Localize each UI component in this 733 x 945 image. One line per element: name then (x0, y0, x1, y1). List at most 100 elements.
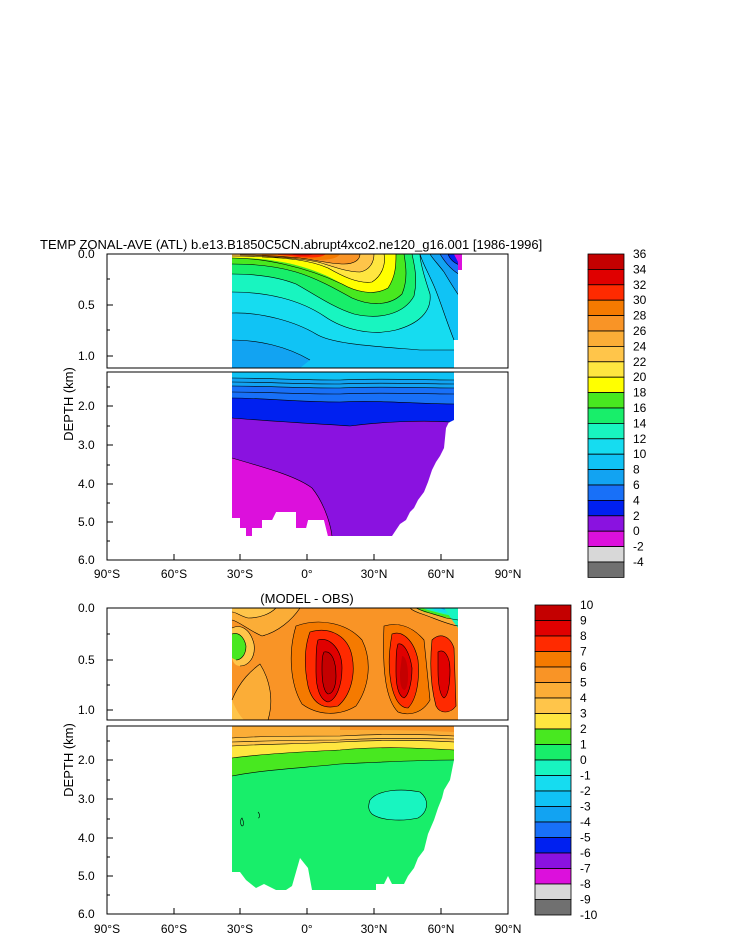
colorbar-swatch (534, 697, 572, 714)
tick-label: 60°S (161, 922, 187, 936)
colorbar-swatch (587, 268, 625, 286)
chart2-lower-field (231, 726, 455, 890)
colorbar-swatch (587, 407, 625, 424)
tick-label: 6.0 (78, 907, 95, 921)
colorbar-swatch (587, 299, 625, 317)
colorbar-swatch (587, 422, 625, 440)
colorbar-label: 6 (580, 660, 587, 674)
chart1-x-ticks (106, 554, 509, 560)
colorbar-swatch (534, 682, 572, 699)
tick-label: 60°N (428, 922, 455, 936)
colorbar-label: 5 (580, 676, 587, 690)
tick-label: 60°N (428, 567, 455, 581)
colorbar-label: 28 (633, 309, 647, 323)
colorbar-swatch (587, 345, 625, 363)
tick-label: 0.0 (78, 247, 95, 261)
colorbar-label: 12 (633, 432, 647, 446)
tick-label: 90°S (94, 922, 120, 936)
colorbar-swatch (587, 484, 625, 501)
colorbar-label: 8 (633, 463, 640, 477)
colorbar-swatch (534, 604, 572, 621)
colorbar-swatch (587, 330, 625, 347)
colorbar-label: -6 (580, 846, 591, 860)
colorbar-label: -8 (580, 877, 591, 891)
colorbar-swatch (534, 837, 572, 854)
colorbar-label: -7 (580, 862, 591, 876)
colorbar-swatch (534, 744, 572, 761)
colorbar-label: -4 (580, 815, 591, 829)
colorbar-swatch (534, 899, 572, 916)
chart2-y-ticks (107, 607, 113, 896)
colorbar-swatch (587, 453, 625, 471)
chart1-x-tick-labels: 90°S 60°S 30°S 0° 30°N 60°N 90°N (94, 567, 521, 581)
tick-label: 1.0 (78, 703, 95, 717)
chart1-title: TEMP ZONAL-AVE (ATL) b.e13.B1850C5CN.abr… (40, 237, 542, 252)
tick-label: 3.0 (78, 438, 95, 452)
tick-label: 2.0 (78, 753, 95, 767)
colorbar-swatch (534, 713, 572, 730)
colorbar-swatch (534, 821, 572, 838)
tick-label: 60°S (161, 567, 187, 581)
chart2-title: (MODEL - OBS) (260, 591, 353, 606)
colorbar-swatch (587, 284, 625, 301)
colorbar-swatch (534, 883, 572, 900)
colorbar-label: 16 (633, 401, 647, 415)
chart1-upper-frame (106, 253, 509, 369)
colorbar-swatch (587, 546, 625, 563)
colorbar-swatch (534, 790, 572, 807)
tick-label: 90°N (495, 567, 522, 581)
colorbar-label: -2 (580, 784, 591, 798)
colorbar-label: 20 (633, 370, 647, 384)
colorbar-label: 2 (633, 509, 640, 523)
colorbar-swatch (587, 376, 625, 394)
tick-label: 0.5 (78, 298, 95, 312)
tick-label: 30°N (361, 922, 388, 936)
colorbar-swatch (587, 499, 625, 517)
colorbar-label: -9 (580, 893, 591, 907)
chart2-y-tick-labels: 0.0 0.5 1.0 2.0 3.0 4.0 5.0 6.0 (78, 601, 95, 921)
colorbar-swatch (534, 806, 572, 823)
colorbar-label: -1 (580, 769, 591, 783)
tick-label: 6.0 (78, 553, 95, 567)
colorbar-label: 6 (633, 478, 640, 492)
chart2-upper-field (231, 608, 459, 720)
tick-label: 30°S (227, 567, 253, 581)
tick-label: 0° (301, 922, 313, 936)
colorbar-label: -5 (580, 831, 591, 845)
tick-label: 2.0 (78, 399, 95, 413)
colorbar-label: 0 (580, 753, 587, 767)
colorbar-label: 4 (580, 691, 587, 705)
tick-label: 0° (301, 567, 313, 581)
chart2-ylabel: DEPTH (km) (61, 723, 76, 797)
colorbar-label: 22 (633, 355, 647, 369)
colorbar-label: 10 (633, 447, 647, 461)
tick-label: 30°S (227, 922, 253, 936)
tick-label: 30°N (361, 567, 388, 581)
colorbar-swatch (587, 315, 625, 332)
tick-label: 0.5 (78, 653, 95, 667)
tick-label: 90°N (495, 922, 522, 936)
colorbar-label: -10 (580, 908, 598, 922)
tick-label: 5.0 (78, 869, 95, 883)
colorbar-label: -4 (633, 555, 644, 569)
colorbar-label: 3 (580, 707, 587, 721)
chart1-ylabel: DEPTH (km) (61, 367, 76, 441)
colorbar-swatch (587, 530, 625, 548)
chart1-upper-field (231, 254, 508, 368)
colorbar-swatch (534, 651, 572, 668)
tick-label: 90°S (94, 567, 120, 581)
colorbar-swatch (534, 728, 572, 745)
tick-label: 3.0 (78, 792, 95, 806)
colorbar-swatch (534, 666, 572, 683)
colorbar-label: 1 (580, 738, 587, 752)
tick-label: 0.0 (78, 601, 95, 615)
colorbar-label: -2 (633, 540, 644, 554)
colorbar-swatch (587, 438, 625, 455)
colorbar-swatch (587, 361, 625, 378)
colorbar-swatch (534, 852, 572, 869)
colorbar-swatch (534, 635, 572, 652)
chart1-y-tick-labels: 0.0 0.5 1.0 2.0 3.0 4.0 5.0 6.0 (78, 247, 95, 567)
colorbar-label: 0 (633, 524, 640, 538)
colorbar-swatch (587, 253, 625, 270)
